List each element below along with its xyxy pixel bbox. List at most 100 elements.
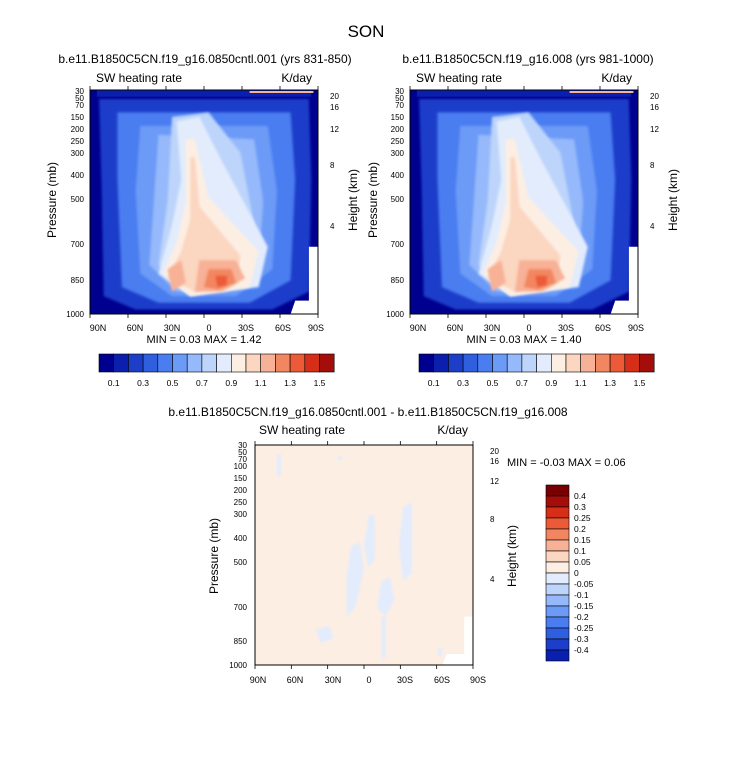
panel-2-y-axis-label: Pressure (mb): [366, 162, 380, 238]
colorbar-swatch: [245, 353, 261, 373]
panel-2-contour-field: [410, 90, 638, 314]
contour-band: [487, 157, 561, 292]
panel-1-axes: 90N 60N 30N 0 30S 60S 90S 30 50 70 100 1…: [45, 87, 360, 333]
colorbar-label: 0: [574, 568, 579, 578]
colorbar-swatch: [492, 353, 508, 373]
panel-2-y-tick-label: 500: [391, 195, 405, 204]
panel-2-x-tick-label: 60N: [447, 323, 464, 333]
colorbar-label: 1.3: [284, 378, 296, 388]
panel-3-title: b.e11.B1850C5CN.f19_g16.0850cntl.001 - b…: [168, 405, 568, 419]
panel-3-y-tick-label: 250: [234, 498, 248, 507]
colorbar-swatch: [545, 583, 570, 596]
colorbar-label: 0.7: [196, 378, 208, 388]
panel-2: b.e11.B1850C5CN.f19_g16.008 (yrs 981-100…: [366, 52, 680, 388]
panel-2-x-tick-label: 90S: [628, 323, 644, 333]
colorbar-label: 1.1: [255, 378, 267, 388]
figure-title: SON: [348, 22, 385, 41]
panel-2-x-tick-label: 90N: [410, 323, 427, 333]
panel-1-x-tick-label: 30S: [238, 323, 254, 333]
panel-1-y-tick-label: 50: [75, 94, 84, 103]
panel-1: b.e11.B1850C5CN.f19_g16.0850cntl.001 (yr…: [45, 52, 360, 388]
panel-2-x-tick-label: 30N: [484, 323, 501, 333]
panel-1-y-tick-label: 300: [71, 149, 85, 158]
colorbar-swatch: [433, 353, 449, 373]
panel-1-contour-field: [90, 90, 318, 314]
colorbar-swatch: [304, 353, 320, 373]
panel-3-x-tick-label: 30S: [397, 675, 413, 685]
panel-3-right-axis-label: Height (km): [505, 525, 519, 587]
contour-band: [381, 616, 386, 661]
contour-band: [96, 90, 312, 97]
missing-data: [610, 246, 638, 314]
colorbar-swatch: [545, 572, 570, 585]
colorbar-swatch: [536, 353, 552, 373]
panel-3-colorbar: 0.40.30.250.20.150.10.050-0.05-0.1-0.15-…: [545, 484, 594, 662]
panel-3-x-tick-label: 60N: [287, 675, 304, 685]
panel-1-x-tick-label: 30N: [164, 323, 181, 333]
panel-1-y-tick-label: 700: [71, 240, 85, 249]
panel-1-stats: MIN = 0.03 MAX = 1.42: [147, 334, 262, 346]
panel-3-stats: MIN = -0.03 MAX = 0.06: [507, 457, 626, 469]
panel-3-right-tick-label: 4: [490, 575, 495, 584]
panel-2-units: K/day: [601, 71, 632, 85]
panel-2-y-tick-label: 300: [391, 149, 405, 158]
panel-3-y-tick-label: 300: [234, 510, 248, 519]
contour-band: [377, 577, 395, 617]
panel-2-y-tick-label: 1000: [386, 310, 404, 319]
panel-2-y-tick-label: 50: [395, 94, 404, 103]
panel-1-y-tick-label: 850: [71, 276, 85, 285]
colorbar-swatch: [231, 353, 247, 373]
panel-3-y-tick-label: 50: [238, 448, 247, 457]
colorbar-label: -0.4: [574, 645, 589, 655]
panel-3-x-tick-label: 0: [366, 675, 371, 685]
colorbar-swatch: [545, 649, 570, 662]
panel-1-x-tick-label: 0: [206, 323, 211, 333]
colorbar-label: -0.15: [574, 601, 594, 611]
colorbar-swatch: [545, 495, 570, 508]
panel-1-x-tick-label: 90N: [90, 323, 107, 333]
panel-1-units: K/day: [281, 71, 312, 85]
panel-3-x-tick-label: 60S: [434, 675, 450, 685]
colorbar-label: 1.5: [314, 378, 326, 388]
panel-3-right-tick-label: 16: [490, 457, 499, 466]
panel-2-y-tick-label: 30: [395, 87, 404, 96]
panel-2-y-tick-label: 200: [391, 125, 405, 134]
colorbar-swatch: [545, 561, 570, 574]
colorbar-swatch: [545, 484, 570, 497]
panel-3-y-tick-label: 500: [234, 558, 248, 567]
colorbar-swatch: [521, 353, 537, 373]
panel-2-variable-label: SW heating rate: [416, 71, 502, 85]
colorbar-label: 0.5: [487, 378, 499, 388]
colorbar-label: 1.5: [634, 378, 646, 388]
panel-2-right-tick-label: 4: [650, 222, 655, 231]
colorbar-label: 0.1: [428, 378, 440, 388]
panel-1-y-tick-label: 400: [71, 171, 85, 180]
panel-3-y-tick-label: 1000: [229, 661, 247, 670]
colorbar-swatch: [545, 528, 570, 541]
panel-3-y-tick-label: 400: [234, 534, 248, 543]
colorbar-label: 0.9: [225, 378, 237, 388]
colorbar-swatch: [550, 353, 567, 373]
panel-1-y-tick-label: 30: [75, 87, 84, 96]
panel-3-y-tick-label: 850: [234, 637, 248, 646]
panel-1-right-tick-label: 16: [330, 103, 339, 112]
panel-3-right-tick-label: 12: [490, 477, 499, 486]
panel-1-title: b.e11.B1850C5CN.f19_g16.0850cntl.001 (yr…: [58, 52, 351, 66]
panel-1-y-tick-label: 200: [71, 125, 85, 134]
colorbar-swatch: [260, 353, 276, 373]
panel-3: b.e11.B1850C5CN.f19_g16.0850cntl.001 - b…: [168, 405, 625, 685]
panel-2-stats: MIN = 0.03 MAX = 1.40: [467, 334, 582, 346]
panel-1-y-tick-label: 70: [75, 101, 84, 110]
panel-2-x-tick-label: 0: [526, 323, 531, 333]
colorbar-swatch: [172, 353, 188, 373]
panel-2-right-tick-label: 20: [650, 92, 659, 101]
panel-3-right-tick-label: 8: [490, 515, 495, 524]
colorbar-label: 1.3: [604, 378, 616, 388]
colorbar-swatch: [142, 353, 159, 373]
colorbar-swatch: [595, 353, 611, 373]
colorbar-label: 0.4: [574, 491, 586, 501]
colorbar-swatch: [545, 594, 570, 607]
missing-data: [290, 246, 318, 314]
panel-2-right-tick-label: 12: [650, 125, 659, 134]
colorbar-label: 0.3: [457, 378, 469, 388]
